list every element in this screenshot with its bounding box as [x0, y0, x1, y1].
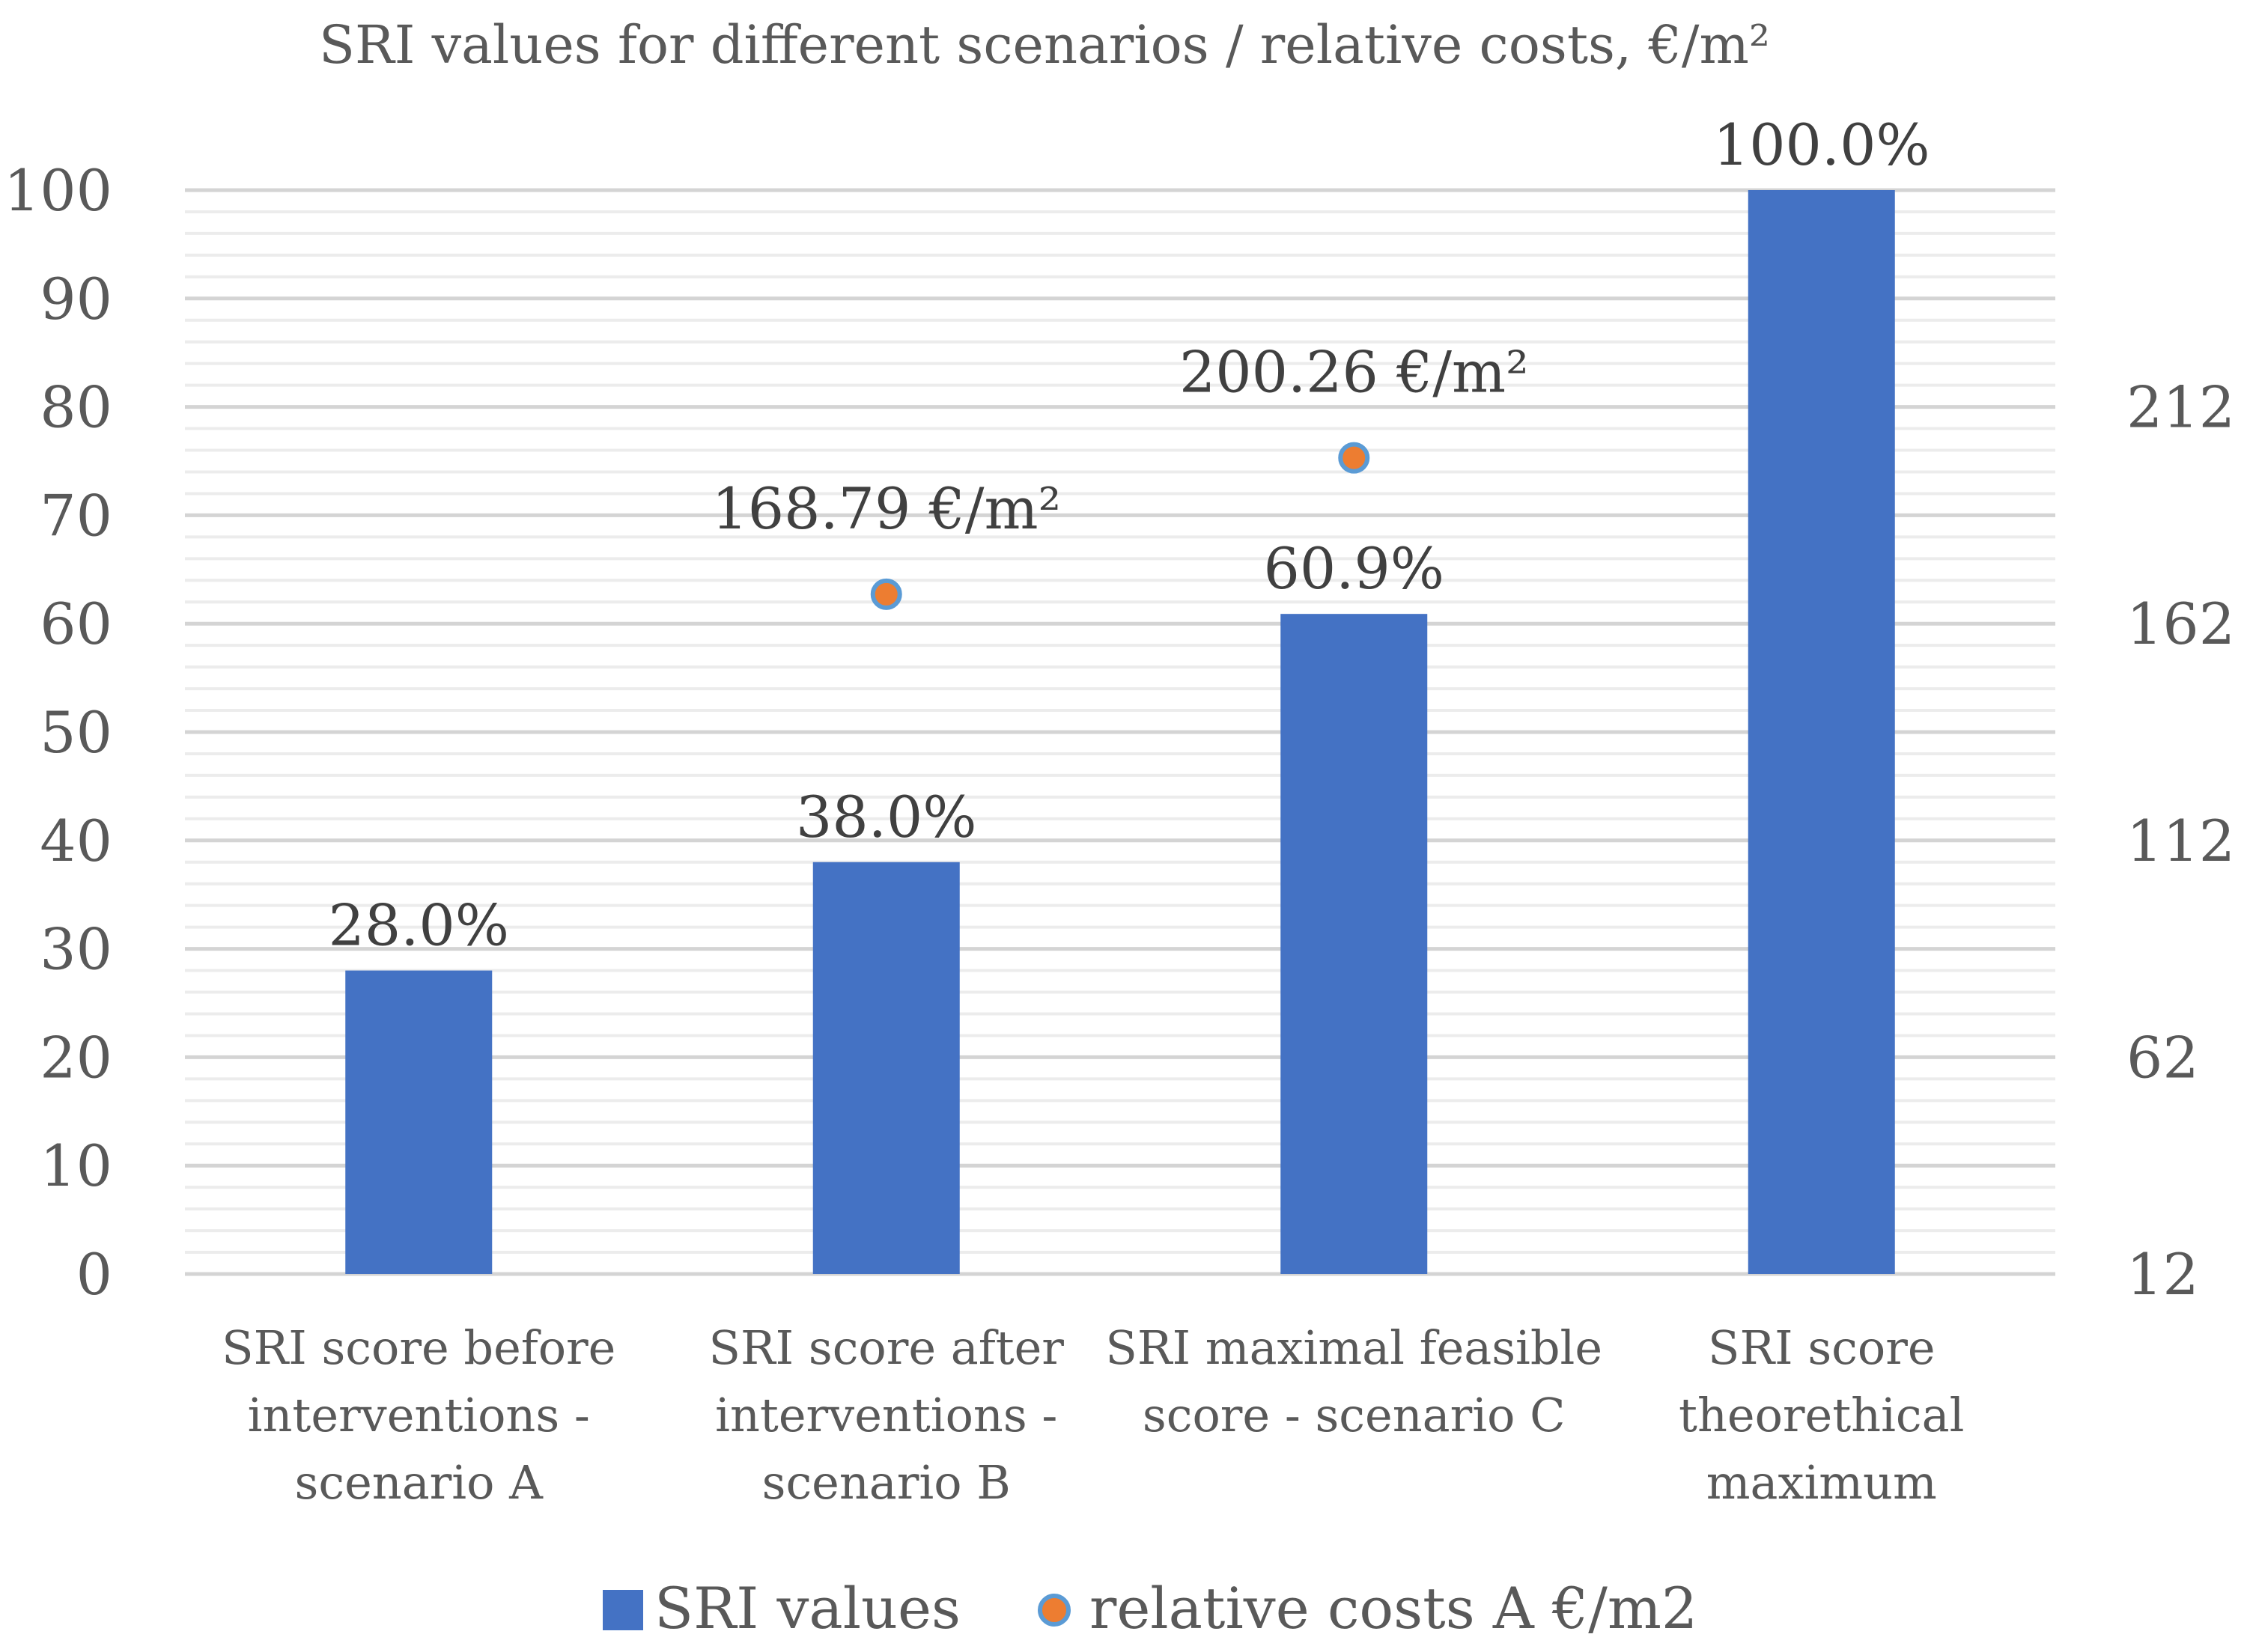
category-label: SRI maximal feasible [1105, 1320, 1602, 1375]
left-tick-label: 10 [40, 1133, 112, 1199]
left-tick-label: 90 [40, 266, 112, 332]
cost-point [870, 578, 902, 610]
sri-bar-label: 28.0% [329, 892, 509, 959]
left-tick-label: 50 [40, 699, 112, 766]
chart-title: SRI values for different scenarios / rel… [319, 14, 1770, 76]
category-label: SRI score before [222, 1320, 615, 1375]
legend-label-sri-values: SRI values [654, 1575, 961, 1642]
left-tick-label: 40 [40, 808, 112, 874]
left-tick-label: 20 [40, 1024, 112, 1091]
bar-series: 28.0% 38.0% 60.9% 100.0% [329, 112, 1930, 1274]
category-label: maximum [1706, 1455, 1937, 1510]
sri-bar-label: 100.0% [1713, 112, 1930, 178]
sri-bar [1280, 614, 1428, 1274]
left-tick-label: 100 [4, 157, 112, 224]
category-label: interventions - [715, 1388, 1057, 1442]
sri-bar-label: 60.9% [1264, 535, 1444, 602]
category-label: interventions - [248, 1388, 590, 1442]
gridlines [185, 188, 2055, 1276]
cost-point-label: 168.79 €/m² [711, 475, 1061, 542]
category-label: SRI score after [709, 1320, 1065, 1375]
legend: SRI values relative costs A €/m2 [603, 1575, 1697, 1642]
category-label: scenario B [762, 1455, 1011, 1510]
scatter-series: 168.79 €/m² 200.26 €/m² [711, 339, 1529, 610]
left-tick-label: 60 [40, 591, 112, 657]
right-tick-label: 162 [2126, 591, 2235, 657]
legend-swatch-sri-values [603, 1590, 643, 1630]
left-tick-label: 30 [40, 916, 112, 983]
left-tick-label: 0 [76, 1241, 112, 1308]
sri-bar [1748, 190, 1895, 1274]
category-label: scenario A [295, 1455, 544, 1510]
sri-bar [345, 970, 493, 1274]
right-tick-label: 12 [2126, 1241, 2199, 1308]
right-axis-ticks: 12 62 112 162 212 [2126, 374, 2235, 1308]
cost-point [1338, 442, 1370, 474]
right-tick-label: 62 [2126, 1024, 2199, 1091]
right-tick-label: 112 [2126, 808, 2235, 874]
category-label: theorethical [1679, 1388, 1964, 1442]
category-label: SRI score [1708, 1320, 1936, 1375]
category-axis-labels: SRI score before interventions - scenario … [222, 1320, 1964, 1510]
left-axis-ticks: 0 10 20 30 40 50 60 70 80 90 100 [4, 157, 112, 1308]
legend-swatch-relative-costs [1038, 1594, 1071, 1627]
sri-bar [812, 862, 960, 1274]
legend-label-relative-costs: relative costs A €/m2 [1089, 1575, 1697, 1642]
cost-point-label: 200.26 €/m² [1179, 339, 1529, 406]
left-tick-label: 80 [40, 374, 112, 441]
category-label: score - scenario C [1143, 1388, 1566, 1442]
sri-bar-label: 38.0% [796, 784, 976, 850]
right-tick-label: 212 [2126, 374, 2235, 441]
left-tick-label: 70 [40, 482, 112, 549]
